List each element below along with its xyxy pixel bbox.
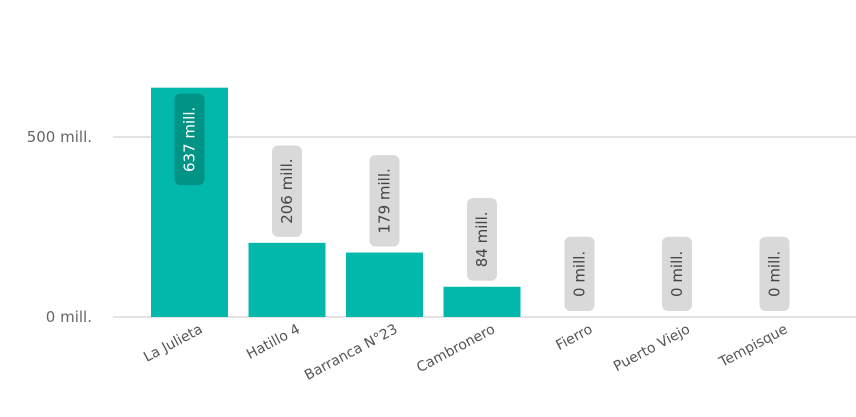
bar [443, 286, 521, 317]
data-label-bg [467, 197, 497, 281]
data-label: 0 mill. [668, 251, 686, 297]
category-label: La Julieta [141, 321, 205, 365]
category-label: Tempisque [716, 321, 791, 371]
data-label-group: 0 mill. [662, 236, 692, 311]
category-label: Cambronero [414, 321, 498, 376]
data-label-bg [564, 236, 595, 311]
data-label-bg [759, 236, 790, 311]
bar [248, 242, 326, 317]
y-axis-ticks: 0 mill. 500 mill. [27, 128, 92, 326]
category-label: Barranca N°23 [302, 321, 400, 383]
data-label: 84 mill. [473, 211, 491, 267]
y-tick-label: 0 mill. [46, 308, 92, 326]
data-label-group: 637 mill. [174, 93, 205, 186]
data-label-group: 0 mill. [759, 236, 790, 311]
category-label: Hatillo 4 [244, 321, 303, 362]
data-labels: 637 mill. 206 mill. 179 mill. 84 mill. 0 mil… [174, 93, 790, 311]
data-label-group: 0 mill. [564, 236, 595, 311]
category-label: Fierro [553, 321, 595, 353]
bar [346, 252, 423, 317]
category-labels: La Julieta Hatillo 4 Barranca N°23 Cambrone… [141, 321, 790, 383]
data-label: 0 mill. [571, 251, 589, 297]
category-label: Puerto Viejo [611, 321, 693, 375]
data-label-group: 179 mill. [369, 155, 400, 247]
data-label: 637 mill. [181, 107, 199, 172]
data-label: 206 mill. [278, 158, 296, 223]
data-label-group: 84 mill. [467, 197, 497, 281]
data-label-bg [272, 145, 302, 237]
y-tick-label: 500 mill. [27, 128, 92, 146]
data-label-bg [174, 93, 205, 186]
data-label: 179 mill. [376, 168, 394, 233]
data-label: 0 mill. [766, 251, 784, 297]
data-label-bg [369, 155, 400, 247]
data-label-group: 206 mill. [272, 145, 302, 237]
bars [151, 87, 521, 318]
data-label-bg [662, 236, 692, 311]
